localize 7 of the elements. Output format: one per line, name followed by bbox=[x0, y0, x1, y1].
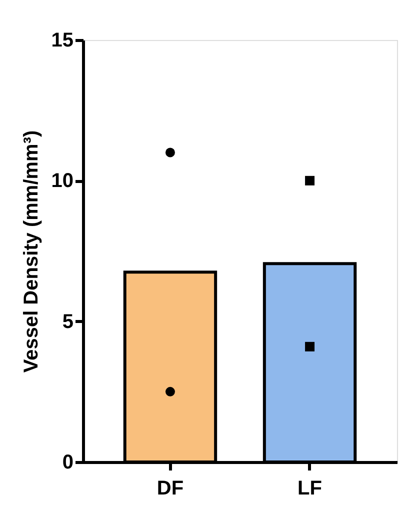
y-axis-title: Vessel Density (mm/mm³) bbox=[20, 130, 42, 373]
x-tick-label: LF bbox=[298, 478, 322, 500]
x-tick-label: DF bbox=[156, 478, 184, 500]
y-tick-label: 0 bbox=[62, 452, 74, 474]
y-tick-label: 15 bbox=[51, 30, 74, 52]
y-tick-label: 10 bbox=[51, 170, 74, 192]
y-tick-label: 5 bbox=[62, 310, 74, 333]
